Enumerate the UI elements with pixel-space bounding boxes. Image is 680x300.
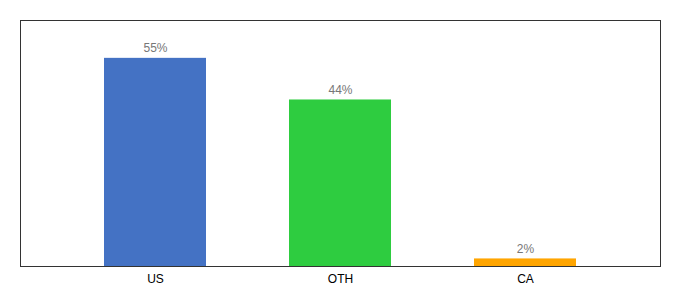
svg-text:OTH: OTH bbox=[328, 272, 353, 286]
svg-text:55%: 55% bbox=[143, 41, 167, 55]
svg-text:44%: 44% bbox=[328, 83, 352, 97]
svg-text:US: US bbox=[147, 272, 164, 286]
svg-text:2%: 2% bbox=[517, 242, 535, 256]
svg-text:CA: CA bbox=[517, 272, 534, 286]
